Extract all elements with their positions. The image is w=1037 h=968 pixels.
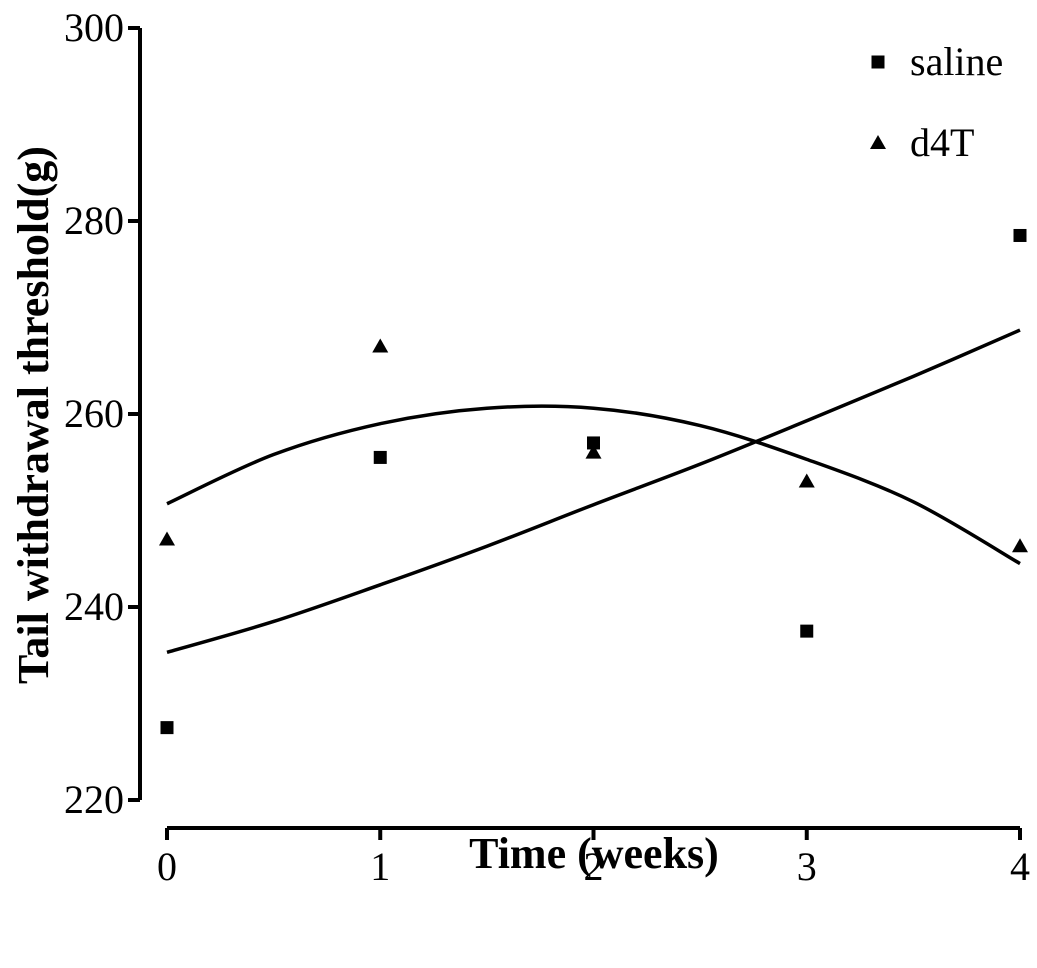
x-tick-label: 1 — [370, 844, 390, 889]
data-point-saline — [800, 624, 814, 638]
data-point-saline — [587, 436, 600, 450]
data-point-d4t — [372, 338, 389, 353]
y-tick-label: 300 — [64, 5, 124, 50]
y-tick-label: 260 — [64, 391, 124, 436]
x-tick-label: 4 — [1010, 844, 1030, 889]
y-tick-label: 220 — [64, 777, 124, 822]
data-point-d4t — [798, 473, 815, 488]
fit-curve-d4t — [166, 404, 1021, 566]
x-axis-title: Time (weeks) — [469, 829, 719, 878]
data-point-d4t — [585, 444, 602, 459]
data-point-saline — [373, 450, 387, 464]
data-point-saline — [1013, 228, 1027, 242]
x-tick-label: 2 — [584, 844, 604, 889]
data-points — [159, 228, 1028, 735]
legend-label-d4t: d4T — [910, 120, 974, 165]
y-axis-title: Tail withdrawal threshold(g) — [9, 146, 58, 684]
fit-curve-saline — [166, 328, 1021, 655]
y-tick-label: 280 — [64, 198, 124, 243]
legend: saline d4T — [870, 39, 1003, 165]
y-tick-label: 240 — [64, 584, 124, 629]
legend-marker-d4t — [870, 135, 886, 149]
data-point-d4t — [1012, 538, 1028, 553]
fit-curves — [166, 328, 1021, 655]
data-point-saline — [160, 721, 174, 735]
legend-label-saline: saline — [910, 39, 1003, 84]
data-point-d4t — [159, 531, 175, 546]
axes: 220 240 260 280 300 0 1 2 3 4 — [64, 5, 1030, 889]
x-tick-label: 3 — [797, 844, 817, 889]
legend-marker-saline — [871, 55, 885, 69]
x-tick-label: 0 — [157, 844, 177, 889]
